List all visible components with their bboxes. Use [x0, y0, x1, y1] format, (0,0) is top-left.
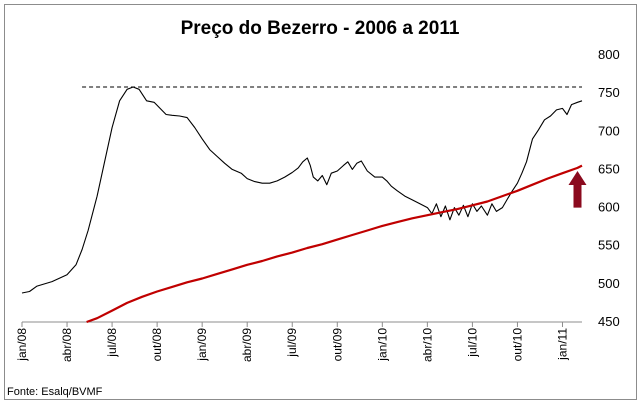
arrow-up-icon	[568, 170, 587, 208]
chart-frame	[4, 4, 637, 400]
plot-area: jan/08 abr/08 jul/08 out/08 jan/09 abr/09 jul/…	[15, 47, 620, 362]
x-tick-label: abr/10	[420, 328, 434, 362]
x-tick-label: jul/08	[105, 328, 119, 358]
x-tick-label: jan/08	[15, 328, 29, 362]
x-tick-label: abr/09	[240, 328, 254, 362]
y-tick-label: 450	[598, 314, 620, 329]
y-tick-label: 700	[598, 123, 620, 138]
x-tick-label: jan/11	[555, 328, 569, 361]
x-tick-label: jan/10	[375, 328, 389, 362]
series-red-line	[86, 164, 583, 324]
y-tick-label: 500	[598, 276, 620, 291]
y-tick-label: 750	[598, 85, 620, 100]
x-tick-label: jul/10	[465, 328, 479, 358]
y-tick-label: 550	[598, 238, 620, 253]
series-black-line	[21, 86, 583, 294]
x-tick-label: out/08	[150, 328, 164, 362]
y-tick-label: 650	[598, 161, 620, 176]
x-tick-label: abr/08	[60, 328, 74, 362]
chart-title: Preço do Bezerro - 2006 a 2011	[181, 18, 460, 39]
source-note: Fonte: Esalq/BVMF	[7, 386, 103, 398]
y-tick-label: 800	[598, 47, 620, 62]
x-tick-label: jan/09	[195, 328, 209, 362]
x-tick-label: out/10	[510, 328, 524, 362]
y-tick-label: 600	[598, 200, 620, 215]
x-tick-label: jul/09	[285, 328, 299, 358]
x-tick-label: out/09	[330, 328, 344, 362]
